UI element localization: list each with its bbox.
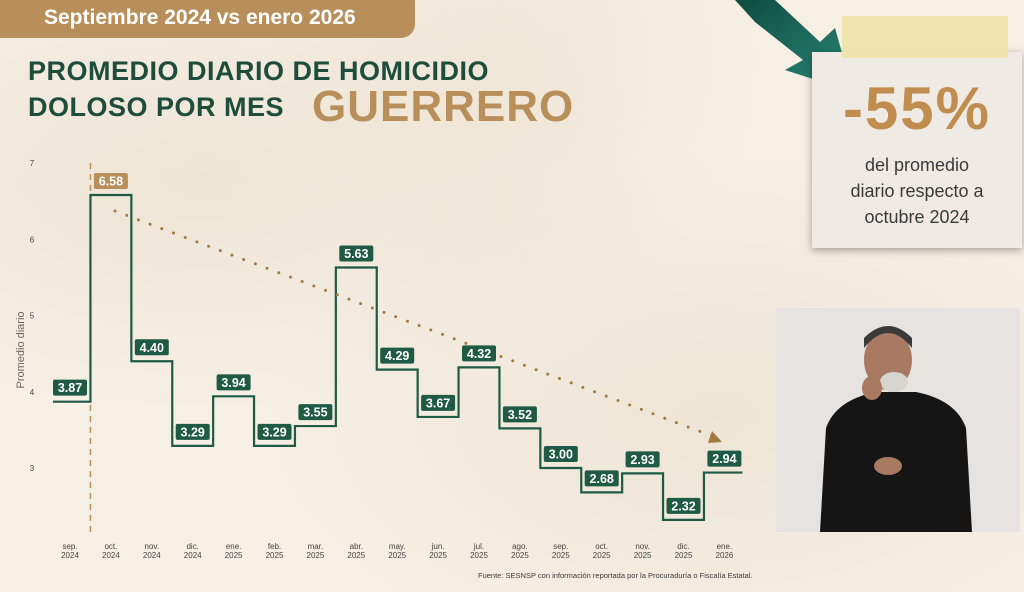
x-tick-month: mar. bbox=[308, 542, 324, 551]
source-note: Fuente: SESNSP con información reportada… bbox=[478, 571, 753, 580]
tape-decoration bbox=[842, 16, 1008, 58]
data-label: 3.94 bbox=[221, 376, 245, 390]
x-tick-month: jun. bbox=[431, 542, 445, 551]
data-label-box bbox=[543, 446, 578, 462]
x-tick-year: 2025 bbox=[552, 551, 570, 560]
data-label-box bbox=[175, 423, 210, 440]
reduction-callout: -55% del promedio diario respecto a octu… bbox=[812, 52, 1022, 248]
x-tick-year: 2025 bbox=[675, 551, 693, 560]
data-label: 2.93 bbox=[630, 453, 654, 467]
data-label-box bbox=[462, 345, 496, 362]
data-label: 2.94 bbox=[712, 452, 736, 466]
x-tick-year: 2025 bbox=[511, 551, 529, 560]
x-tick-month: oct. bbox=[595, 542, 608, 551]
x-tick-year: 2024 bbox=[61, 551, 79, 560]
data-label-box bbox=[421, 394, 456, 411]
x-tick-year: 2025 bbox=[225, 551, 243, 560]
x-tick-month: jul. bbox=[473, 542, 484, 551]
state-name: GUERRERO bbox=[312, 82, 575, 131]
period-banner: Septiembre 2024 vs enero 2026 bbox=[0, 0, 415, 38]
x-tick-month: ene. bbox=[226, 542, 242, 551]
data-label-box bbox=[380, 347, 415, 364]
data-label-box bbox=[93, 173, 128, 190]
data-label: 4.29 bbox=[385, 349, 409, 363]
y-axis-label: Promedio diario bbox=[15, 311, 27, 388]
data-label: 5.63 bbox=[344, 247, 368, 261]
data-label: 6.58 bbox=[99, 175, 123, 189]
data-label-box bbox=[298, 404, 333, 421]
x-tick-year: 2024 bbox=[143, 551, 161, 560]
x-tick-month: sep. bbox=[62, 542, 77, 551]
data-label: 3.52 bbox=[508, 408, 532, 422]
y-tick-label: 5 bbox=[30, 312, 35, 321]
reduction-description: del promedio diario respecto a octubre 2… bbox=[812, 152, 1022, 230]
x-tick-month: sep. bbox=[553, 542, 568, 551]
trend-line bbox=[113, 209, 714, 438]
x-tick-year: 2024 bbox=[184, 551, 202, 560]
x-tick-month: ago. bbox=[512, 542, 528, 551]
desc-line: del promedio bbox=[864, 155, 970, 175]
sign-language-interpreter-video bbox=[776, 308, 1020, 532]
data-label-box bbox=[666, 497, 701, 514]
x-tick-month: may. bbox=[389, 542, 406, 551]
x-tick-year: 2025 bbox=[307, 551, 325, 560]
x-tick-month: nov. bbox=[635, 542, 650, 551]
reduction-percent: -55% bbox=[842, 75, 992, 142]
step-line bbox=[53, 193, 743, 521]
y-tick-label: 7 bbox=[30, 159, 35, 168]
data-label-box bbox=[625, 451, 660, 468]
data-label: 2.68 bbox=[590, 472, 614, 486]
y-tick-label: 6 bbox=[30, 235, 35, 244]
data-label-box bbox=[257, 423, 292, 440]
data-label-box bbox=[707, 450, 742, 467]
x-tick-year: 2025 bbox=[470, 551, 488, 560]
data-label: 3.55 bbox=[303, 406, 327, 420]
x-tick-year: 2025 bbox=[429, 551, 447, 560]
x-tick-year: 2025 bbox=[634, 551, 652, 560]
interpreter-figure bbox=[776, 308, 1020, 532]
x-tick-year: 2024 bbox=[102, 551, 120, 560]
data-label: 4.32 bbox=[467, 347, 491, 361]
data-label: 3.00 bbox=[549, 448, 573, 462]
desc-line: octubre 2024 bbox=[864, 207, 970, 227]
data-label: 3.67 bbox=[426, 396, 450, 410]
x-tick-year: 2025 bbox=[593, 551, 611, 560]
x-tick-month: nov. bbox=[145, 542, 160, 551]
data-label-box bbox=[216, 374, 251, 391]
data-label: 2.32 bbox=[671, 499, 695, 513]
x-tick-month: ene. bbox=[717, 542, 733, 551]
x-tick-month: dic. bbox=[677, 542, 689, 551]
y-tick-label: 4 bbox=[30, 388, 35, 397]
data-label: 3.29 bbox=[262, 425, 286, 439]
x-tick-year: 2026 bbox=[716, 551, 734, 560]
data-label-box bbox=[53, 379, 87, 396]
y-tick-label: 3 bbox=[30, 464, 35, 473]
x-tick-month: oct. bbox=[104, 542, 117, 551]
data-label: 3.87 bbox=[58, 381, 82, 395]
chart-title-line2: DOLOSO POR MES bbox=[28, 92, 285, 122]
x-tick-year: 2025 bbox=[266, 551, 284, 560]
data-label: 4.40 bbox=[140, 341, 164, 355]
data-label-box bbox=[584, 470, 619, 487]
data-label-box bbox=[502, 406, 537, 423]
desc-line: diario respecto a bbox=[850, 181, 984, 201]
data-label-box bbox=[339, 245, 374, 262]
data-label: 3.29 bbox=[181, 425, 205, 439]
x-tick-month: feb. bbox=[268, 542, 281, 551]
trend-arrowhead bbox=[708, 431, 722, 443]
x-tick-month: abr. bbox=[350, 542, 363, 551]
x-tick-year: 2025 bbox=[347, 551, 365, 560]
x-tick-month: dic. bbox=[186, 542, 198, 551]
data-label-box bbox=[134, 339, 169, 356]
chart-title-line1: PROMEDIO DIARIO DE HOMICIDIO bbox=[28, 56, 490, 86]
x-tick-year: 2025 bbox=[388, 551, 406, 560]
